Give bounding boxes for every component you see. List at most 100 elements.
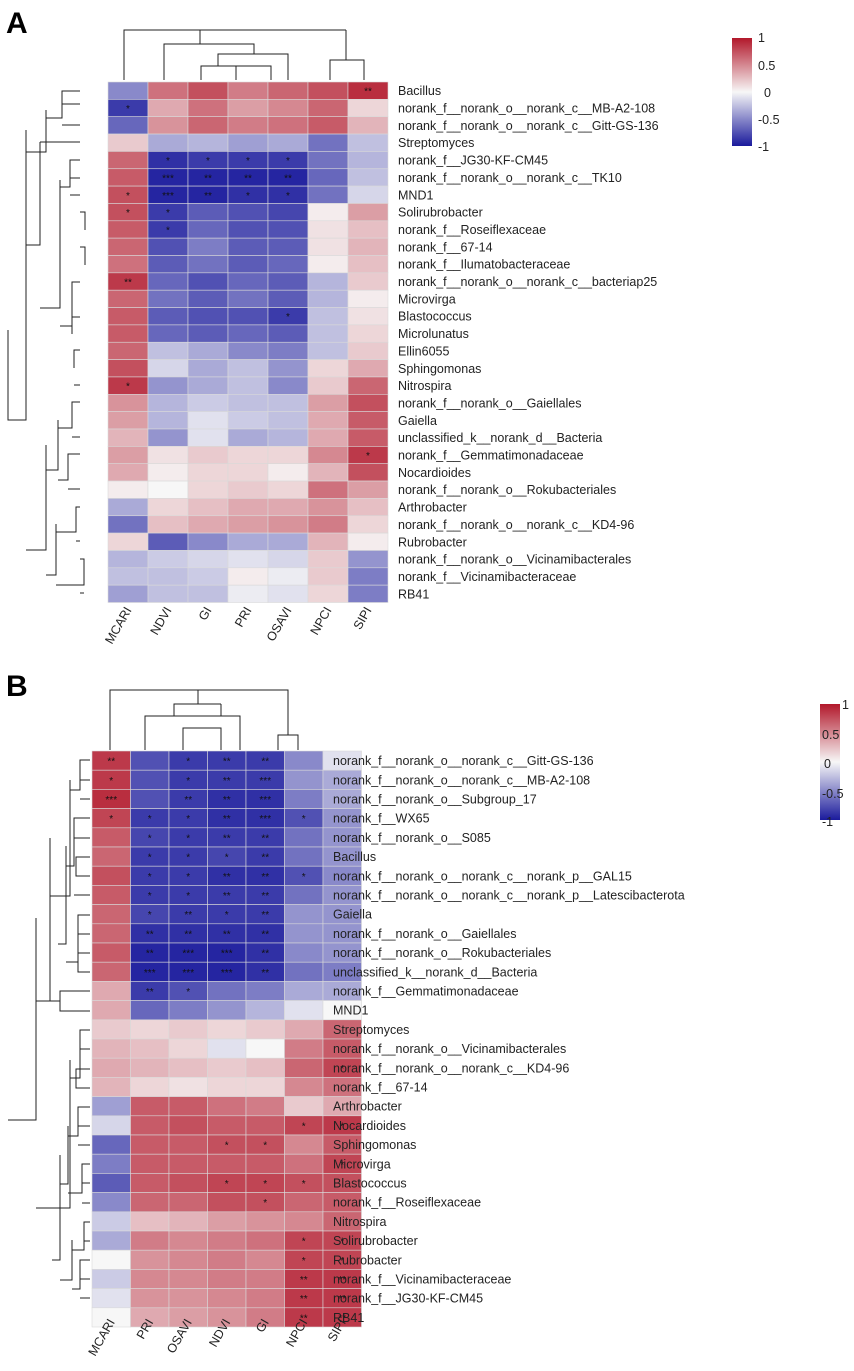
heatmap-a-cell — [107, 428, 149, 447]
heatmap-a-cell — [267, 255, 309, 274]
heatmap-a-row-label: RB41 — [398, 587, 429, 601]
heatmap-a-cell — [347, 567, 389, 586]
heatmap-a-cell — [267, 446, 309, 465]
heatmap-a-cell — [187, 515, 229, 534]
heatmap-b-cell — [91, 1077, 131, 1097]
heatmap-a-row-label: norank_f__Roseiflexaceae — [398, 223, 546, 237]
heatmap-b-row-label: norank_f__norank_o__norank_c__KD4-96 — [333, 1061, 569, 1075]
heatmap-b-significance: * — [340, 1160, 344, 1171]
heatmap-panel-b: ** * ** ** norank_f__norank_o__norank_c__Git… — [86, 750, 685, 1358]
heatmap-a-cell — [347, 255, 389, 274]
heatmap-b-cell — [207, 1096, 247, 1117]
heatmap-a-significance: * — [206, 156, 210, 167]
heatmap-b-row-label: norank_f__norank_o__norank_c__MB-A2-108 — [333, 773, 590, 787]
colorbar-a-tick: -0.5 — [758, 113, 780, 127]
heatmap-a-cell — [347, 307, 389, 326]
heatmap-a-cell — [347, 428, 389, 447]
heatmap-b-cell — [130, 1115, 170, 1136]
heatmap-b-cell — [168, 1153, 208, 1174]
heatmap-a-cell — [227, 237, 269, 256]
heatmap-a-cell — [147, 376, 189, 395]
heatmap-a-cell — [227, 203, 269, 222]
heatmap-a-cell — [187, 272, 229, 291]
heatmap-a-cell — [267, 428, 309, 447]
colorbar-b-tick: -0.5 — [822, 787, 844, 801]
heatmap-a-significance: ** — [204, 173, 212, 184]
heatmap-a-column-label: MCARI — [102, 605, 134, 647]
heatmap-a-cell — [227, 567, 269, 586]
heatmap-b-cell — [91, 961, 131, 982]
heatmap-b-cell — [207, 1269, 247, 1289]
heatmap-b-significance: *** — [221, 968, 233, 979]
heatmap-a-cell — [107, 584, 149, 603]
heatmap-a-cell — [307, 81, 349, 100]
heatmap-b-cell — [245, 1230, 285, 1251]
heatmap-a-cell — [227, 81, 269, 100]
heatmap-a-significance: * — [166, 208, 170, 219]
heatmap-b-row-label: Gaiella — [333, 908, 372, 922]
heatmap-a-cell — [107, 480, 149, 499]
heatmap-b-cell — [207, 1230, 247, 1251]
heatmap-a-significance: * — [126, 191, 130, 202]
heatmap-a-cell — [187, 428, 229, 447]
heatmap-b-cell — [168, 1134, 208, 1155]
heatmap-b-row-label: Sphingomonas — [333, 1138, 416, 1152]
heatmap-b-cell — [130, 1211, 170, 1232]
heatmap-b-row-label: norank_f__norank_o__S085 — [333, 831, 491, 845]
heatmap-a-cell — [187, 584, 229, 603]
heatmap-b-cell — [245, 1115, 285, 1136]
heatmap-a-cell — [267, 289, 309, 308]
heatmap-a-significance: * — [126, 104, 130, 115]
heatmap-b-significance: *** — [259, 795, 271, 806]
heatmap-a-cell — [107, 151, 149, 170]
heatmap-a-row-label: Gaiella — [398, 414, 437, 428]
heatmap-a-cell — [267, 203, 309, 222]
heatmap-a-cell — [147, 307, 189, 326]
heatmap-a-cell — [307, 411, 349, 430]
heatmap-b-significance: *** — [144, 968, 156, 979]
heatmap-b-significance: * — [186, 833, 190, 844]
heatmap-b-cell — [284, 942, 324, 963]
heatmap-a-row-label: Ellin6055 — [398, 344, 449, 358]
heatmap-b-cell — [168, 1230, 208, 1251]
heatmap-a-row-label: Solirubrobacter — [398, 206, 483, 220]
heatmap-a-cell — [227, 480, 269, 499]
heatmap-b-significance: ** — [300, 1294, 308, 1305]
heatmap-b-significance: * — [225, 1179, 229, 1190]
heatmap-b-cell — [91, 1269, 131, 1289]
heatmap-a-cell — [347, 550, 389, 569]
heatmap-a-cell — [347, 289, 389, 308]
heatmap-b-cell — [284, 961, 324, 982]
heatmap-a-cell — [147, 359, 189, 378]
heatmap-b-cell — [91, 1192, 131, 1213]
heatmap-a-cell — [147, 393, 189, 412]
panel-a-colorbar: 1 0.5 0 -0.5 -1 — [732, 31, 780, 154]
heatmap-a-cell — [227, 463, 269, 482]
heatmap-a-significance: * — [166, 156, 170, 167]
heatmap-b-row-label: Solirubrobacter — [333, 1234, 418, 1248]
heatmap-b-cell — [168, 1019, 208, 1040]
heatmap-b-cell — [284, 1038, 324, 1059]
heatmap-a-cell — [107, 446, 149, 465]
heatmap-b-significance: * — [109, 814, 113, 825]
heatmap-a-cell — [187, 393, 229, 412]
heatmap-a-significance: * — [246, 156, 250, 167]
heatmap-b-significance: ** — [261, 968, 269, 979]
heatmap-a-cell — [147, 272, 189, 291]
heatmap-a-cell — [307, 446, 349, 465]
heatmap-a-cell — [227, 532, 269, 551]
heatmap-a-cell — [187, 498, 229, 517]
heatmap-b-row-label: norank_f__norank_o__norank_c__norank_p__… — [333, 869, 632, 883]
heatmap-a-cell — [147, 480, 189, 499]
heatmap-b-significance: ** — [223, 757, 231, 768]
heatmap-a-cell — [107, 393, 149, 412]
heatmap-b-significance: * — [302, 1121, 306, 1132]
heatmap-b-cell — [130, 1057, 170, 1078]
heatmap-a-row-label: Arthrobacter — [398, 501, 467, 515]
heatmap-b-cell — [91, 904, 131, 925]
heatmap-b-significance: * — [263, 1198, 267, 1209]
heatmap-b-significance: * — [148, 853, 152, 864]
heatmap-b-cell — [168, 1269, 208, 1289]
heatmap-a-cell — [307, 151, 349, 170]
colorbar-a-gradient — [732, 38, 752, 146]
